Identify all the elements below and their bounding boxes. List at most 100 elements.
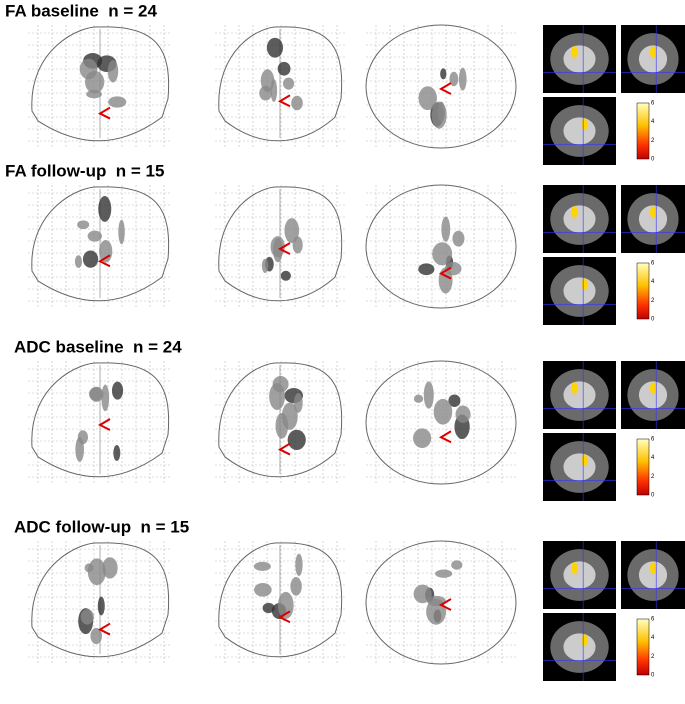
blob — [448, 394, 461, 407]
colorbar-tick: 2 — [651, 654, 655, 660]
glass-brain — [215, 361, 345, 484]
colorbar-tick: 4 — [651, 635, 655, 641]
blob — [451, 560, 463, 570]
blob — [418, 263, 435, 276]
activation — [571, 46, 578, 59]
outline — [31, 186, 170, 302]
activation — [650, 206, 656, 219]
outline — [365, 360, 517, 485]
blob — [253, 561, 271, 571]
mri-wm — [563, 633, 596, 661]
blob — [452, 230, 465, 247]
mri-wm — [563, 205, 596, 233]
colorbar-tick: 0 — [651, 493, 655, 499]
colorbar — [636, 102, 650, 160]
blob — [262, 602, 275, 614]
colorbar-tick: 0 — [651, 673, 655, 679]
blob — [259, 85, 272, 101]
colorbar-tick: 4 — [651, 119, 655, 125]
blob — [74, 255, 83, 268]
panel-title: FA baseline n = 24 — [5, 1, 158, 20]
blob — [455, 405, 471, 423]
glass-brain — [28, 541, 172, 664]
blob — [280, 270, 291, 281]
activation — [650, 382, 656, 395]
colorbar-tick: 6 — [651, 437, 655, 443]
arrow — [277, 610, 291, 624]
blob — [107, 59, 119, 83]
blob — [287, 429, 306, 450]
blob — [111, 381, 124, 400]
blob — [79, 58, 98, 80]
outline — [218, 186, 343, 302]
colorbar-tick: 6 — [651, 101, 655, 107]
mri-wm — [563, 561, 596, 589]
arrow — [97, 106, 111, 120]
blob — [80, 609, 94, 625]
blob — [82, 250, 99, 268]
blob — [270, 79, 278, 102]
mri-wm — [638, 45, 668, 73]
blob — [254, 582, 272, 597]
mri-wm — [638, 561, 668, 589]
blob — [440, 68, 447, 80]
panel-title: ADC follow-up n = 15 — [14, 517, 189, 536]
blob — [99, 239, 113, 263]
arrow — [97, 418, 111, 431]
blob — [87, 558, 106, 586]
mri-wm — [638, 205, 668, 233]
blob — [449, 71, 459, 87]
blob — [292, 236, 303, 254]
activation — [650, 46, 656, 59]
panel-title: FA follow-up n = 15 — [5, 161, 164, 180]
mri-wm — [563, 453, 596, 481]
colorbar-tick: 6 — [651, 261, 655, 267]
arrow — [277, 242, 291, 255]
mri-wm — [563, 117, 596, 145]
blob — [284, 218, 300, 243]
blob — [281, 402, 298, 430]
arrow — [277, 94, 291, 108]
activation — [571, 382, 578, 395]
blob — [435, 569, 453, 578]
panel-title: ADC baseline n = 24 — [14, 337, 182, 356]
glass-brain — [28, 361, 172, 484]
glass-brain — [365, 24, 517, 149]
blob — [270, 236, 285, 258]
blob — [113, 445, 121, 461]
activation — [571, 206, 578, 219]
activation — [650, 562, 656, 575]
colorbar — [636, 438, 650, 496]
outline — [365, 540, 517, 665]
arrow — [97, 622, 111, 636]
outline — [365, 184, 517, 309]
glass-brain — [28, 25, 172, 148]
blob — [291, 95, 303, 111]
glass-brain — [365, 360, 517, 485]
colorbar — [636, 262, 650, 320]
outline — [218, 26, 343, 142]
blob — [89, 386, 104, 402]
blob — [413, 584, 432, 604]
blob — [277, 61, 291, 76]
mri-wm — [563, 45, 596, 73]
blob — [431, 101, 447, 129]
blob — [118, 219, 125, 245]
mri-wm — [563, 381, 596, 409]
blob — [261, 258, 269, 274]
blob — [266, 37, 284, 58]
glass-brain — [365, 184, 517, 309]
colorbar-tick: 6 — [651, 617, 655, 623]
blob — [418, 86, 437, 111]
colorbar — [636, 618, 650, 676]
activation — [581, 118, 588, 131]
blob — [102, 557, 118, 579]
colorbar-tick: 0 — [651, 317, 655, 323]
blob — [413, 394, 424, 403]
blob — [272, 375, 289, 393]
blob — [423, 381, 434, 409]
blob — [87, 230, 102, 242]
arrow — [277, 442, 291, 456]
blob — [98, 196, 112, 222]
